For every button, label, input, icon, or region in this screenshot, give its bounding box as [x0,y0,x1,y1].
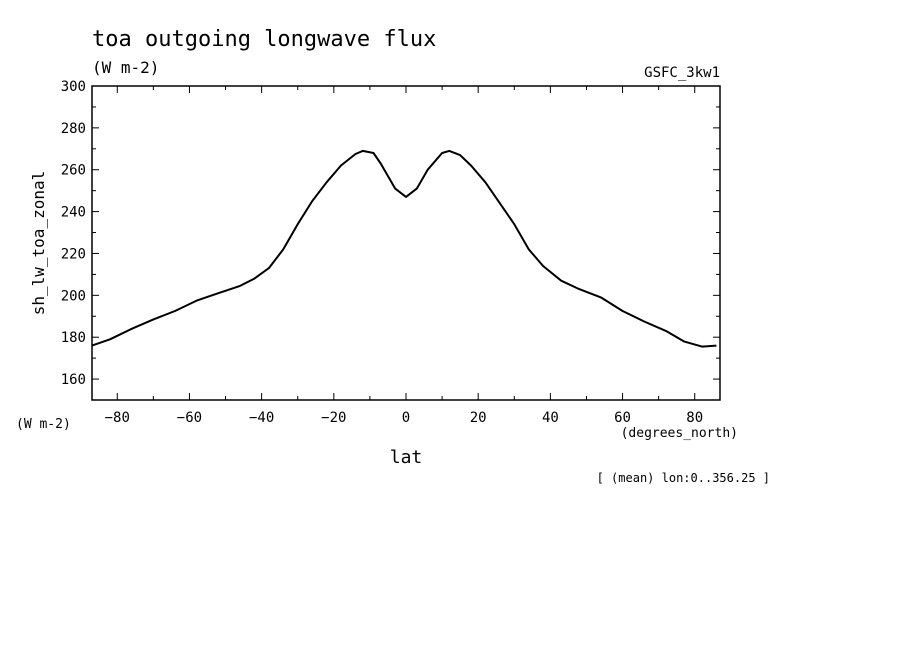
x-tick-label: −20 [321,410,346,426]
x-axis-label: lat [390,447,423,468]
x-tick-label: −60 [177,410,202,426]
x-axis-units: (degrees_north) [621,426,738,441]
y-tick-label: 280 [61,121,86,137]
y-tick-label: 200 [61,288,86,304]
y-tick-label: 260 [61,163,86,179]
footnote: [ (mean) lon:0..356.25 ] [597,471,770,485]
y-tick-label: 220 [61,246,86,262]
y-axis-ticks: 160 180 200 220 240 260 280 300 [61,79,720,401]
y-tick-label: 160 [61,372,86,388]
x-tick-label: 40 [542,410,559,426]
x-tick-label: 0 [402,410,410,426]
y-tick-label: 300 [61,79,86,95]
y-tick-label: 240 [61,205,86,221]
x-tick-label: −40 [249,410,274,426]
source-label: GSFC_3kw1 [644,65,720,81]
series-line [91,149,717,348]
x-tick-label: 80 [686,410,703,426]
chart-title: toa outgoing longwave flux [92,27,436,52]
x-tick-label: 60 [614,410,631,426]
chart-subtitle: (W m-2) [92,58,159,77]
series-group [91,149,717,348]
x-tick-label: −80 [105,410,130,426]
x-tick-label: 20 [470,410,487,426]
y-tick-label: 180 [61,330,86,346]
plot-frame [91,85,721,401]
y-axis-units: (W m-2) [16,417,71,432]
x-axis-ticks: −80 −60 −40 −20 0 20 40 60 80 [105,86,703,426]
y-axis-label: sh_lw_toa_zonal [29,171,48,316]
